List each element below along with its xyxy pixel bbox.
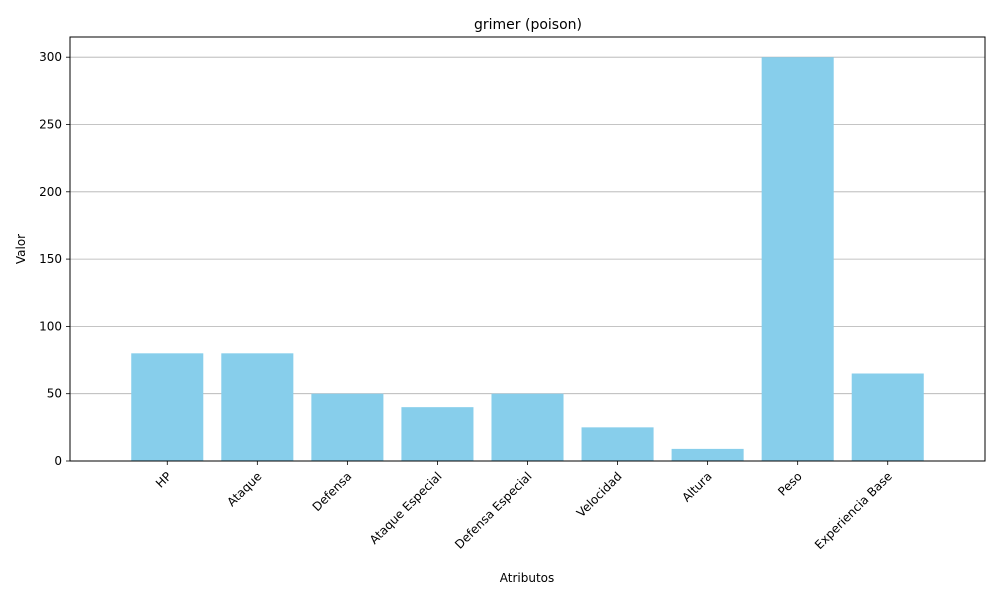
bar <box>761 57 834 461</box>
bar <box>401 407 474 461</box>
x-tick-label: Experiencia Base <box>812 469 895 552</box>
axes: 0 50 100 150 200 250 300 HP Ataque Defensa Ataque … <box>39 36 986 552</box>
y-tick-label: 250 <box>39 117 62 131</box>
y-tick-label: 150 <box>39 252 62 266</box>
x-tick-label: Defensa <box>310 469 355 514</box>
x-tick-label: Ataque Especial <box>367 469 445 547</box>
y-axis-label: Valor <box>14 234 28 264</box>
y-tick-label: 200 <box>39 185 62 199</box>
x-tick-label: Peso <box>775 469 805 499</box>
bar <box>851 373 924 461</box>
bar <box>131 353 204 461</box>
bar <box>491 393 564 461</box>
x-tick-label: Ataque <box>224 469 264 509</box>
bar <box>311 393 384 461</box>
y-tick-label: 0 <box>54 454 62 468</box>
x-tick-label: Altura <box>679 469 714 504</box>
x-tick-label: HP <box>153 469 174 490</box>
x-tick-label: Velocidad <box>574 469 625 520</box>
chart-title: grimer (poison) <box>474 17 582 33</box>
bar <box>671 448 744 461</box>
bar <box>581 427 654 461</box>
x-tick-label: Defensa Especial <box>452 469 535 552</box>
x-axis-label: Atributos <box>500 571 555 585</box>
bars <box>131 57 924 461</box>
y-tick-label: 50 <box>47 387 62 401</box>
y-tick-label: 100 <box>39 319 62 333</box>
bar <box>221 353 294 461</box>
y-tick-label: 300 <box>39 50 62 64</box>
